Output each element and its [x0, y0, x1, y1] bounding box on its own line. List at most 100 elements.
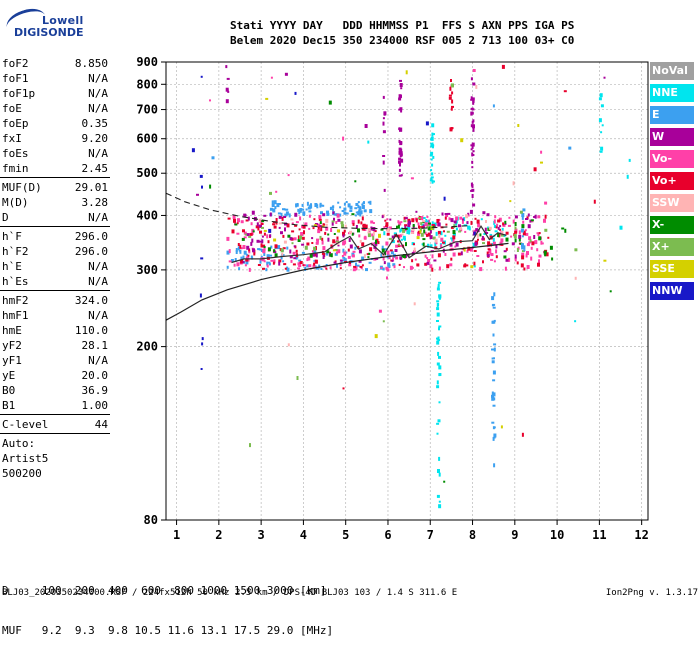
echo-point [528, 241, 532, 244]
echo-point [392, 263, 396, 267]
echo-point [488, 226, 492, 230]
param-value: 8.850 [74, 57, 108, 70]
echo-point [330, 244, 333, 249]
echo-point [357, 245, 360, 249]
echo-point [283, 216, 287, 218]
echo-point [247, 216, 250, 221]
echo-point [474, 241, 478, 246]
echo-point [399, 128, 402, 132]
echo-point [390, 251, 394, 255]
echo-point [332, 205, 335, 209]
echo-point [284, 227, 286, 232]
echo-point [274, 244, 278, 249]
echo-point [386, 250, 390, 255]
echo-point [471, 112, 474, 115]
echo-point [487, 248, 491, 251]
echo-point [505, 258, 509, 262]
echo-point [471, 166, 474, 169]
param-row: fxI 9.20 [0, 131, 110, 146]
echo-point [479, 233, 482, 237]
echo-point [493, 434, 496, 439]
echo-point [497, 233, 500, 238]
echo-point [449, 86, 452, 91]
param-value: 9.20 [81, 132, 109, 145]
echo-point [396, 225, 398, 229]
echo-point [329, 266, 332, 270]
echo-point [493, 343, 497, 346]
header-values: Belem 2020 Dec15 350 234000 RSF 005 2 71… [230, 34, 575, 47]
echo-point [619, 225, 623, 230]
echo-point [492, 320, 496, 324]
echo-point [461, 219, 464, 224]
echo-point [308, 210, 312, 213]
echo-point [496, 223, 499, 227]
echo-point [257, 248, 261, 251]
echo-point [241, 237, 245, 241]
echo-point [278, 259, 282, 263]
echo-point [358, 206, 362, 211]
echo-point [438, 500, 441, 503]
echo-point [503, 255, 507, 259]
echo-point [411, 218, 415, 223]
echo-point [315, 266, 319, 270]
echo-point [343, 211, 347, 215]
echo-point [360, 221, 363, 225]
echo-point [278, 215, 282, 219]
echo-point [599, 150, 603, 153]
echo-point [298, 259, 302, 262]
echo-point [471, 142, 475, 147]
echo-point [501, 64, 505, 69]
echo-point [367, 228, 371, 231]
echo-point [354, 207, 358, 210]
param-label: h`F2 [2, 245, 29, 258]
echo-point [320, 211, 323, 215]
echo-point [521, 224, 525, 229]
echo-point [367, 231, 371, 234]
echo-point [471, 97, 475, 101]
echo-point [332, 208, 334, 211]
echo-point [226, 77, 230, 80]
echo-point [538, 236, 542, 241]
echo-point [528, 236, 532, 241]
echo-point [385, 266, 389, 270]
echo-point [403, 254, 406, 258]
param-row: M(D) 3.28 [0, 195, 110, 210]
echo-point [497, 226, 500, 230]
echo-point [330, 228, 333, 232]
echo-point [471, 160, 474, 164]
param-label: foF2 [2, 57, 29, 70]
echo-point [270, 76, 273, 79]
echo-point [404, 224, 408, 227]
param-value: 2.45 [81, 162, 109, 175]
echo-point [436, 340, 440, 345]
echo-point [514, 226, 517, 230]
param-value: 29.01 [74, 181, 108, 194]
y-tick-label: 500 [136, 166, 158, 180]
echo-point [348, 203, 351, 208]
echo-point [395, 256, 399, 260]
echo-point [386, 232, 390, 236]
echo-point [485, 220, 487, 223]
echo-point [446, 264, 450, 269]
echo-point [357, 205, 360, 208]
echo-point [355, 203, 359, 206]
echo-point [493, 260, 496, 263]
echo-point [482, 242, 485, 245]
echo-point [365, 268, 368, 272]
header-labels: Stati YYYY DAY DDD HHMMSS P1 FFS S AXN P… [230, 19, 575, 32]
echo-point [272, 208, 276, 213]
param-label: fmin [2, 162, 29, 175]
legend-item-vo: Vo+ [650, 172, 694, 190]
echo-point [491, 242, 494, 246]
param-label: hmF2 [2, 294, 29, 307]
echo-point [475, 228, 479, 232]
echo-point [399, 256, 403, 260]
param-label: foE [2, 102, 22, 115]
echo-point [295, 221, 299, 224]
x-tick-label: 3 [258, 528, 265, 542]
echo-point [326, 210, 329, 214]
echo-point [470, 98, 474, 101]
echo-point [261, 239, 264, 244]
echo-point [514, 222, 517, 226]
param-value: 28.1 [81, 339, 109, 352]
